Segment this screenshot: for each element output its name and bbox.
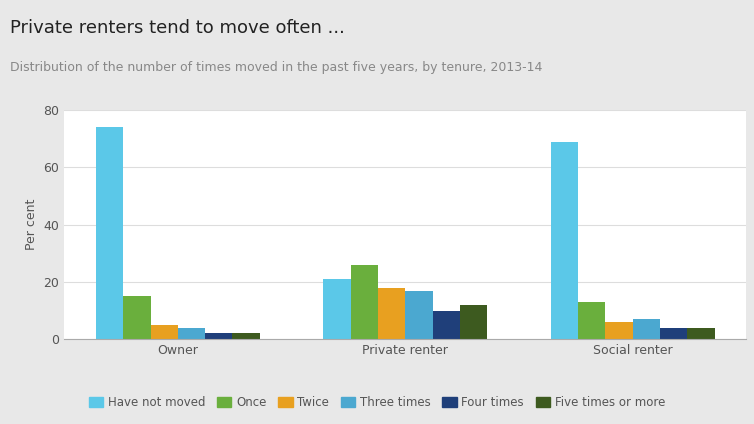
Bar (578, 302, 605, 339)
Legend: Have not moved, Once, Twice, Three times, Four times, Five times or more: Have not moved, Once, Twice, Three times… (84, 391, 670, 414)
Text: Private renters tend to move often ...: Private renters tend to move often ... (10, 19, 345, 37)
Bar (660, 328, 688, 339)
Bar (205, 333, 232, 339)
Bar (96, 127, 123, 339)
Bar (551, 142, 578, 339)
Bar (378, 287, 406, 339)
Bar (178, 328, 205, 339)
Bar (433, 310, 460, 339)
Bar (688, 328, 715, 339)
Bar (406, 290, 433, 339)
Bar (460, 305, 487, 339)
Bar (351, 265, 378, 339)
Bar (605, 322, 633, 339)
Bar (323, 279, 351, 339)
Y-axis label: Per cent: Per cent (25, 199, 38, 251)
Bar (151, 325, 178, 339)
Bar (633, 319, 660, 339)
Bar (123, 296, 151, 339)
Text: Distribution of the number of times moved in the past five years, by tenure, 201: Distribution of the number of times move… (10, 61, 542, 75)
Bar (232, 333, 259, 339)
